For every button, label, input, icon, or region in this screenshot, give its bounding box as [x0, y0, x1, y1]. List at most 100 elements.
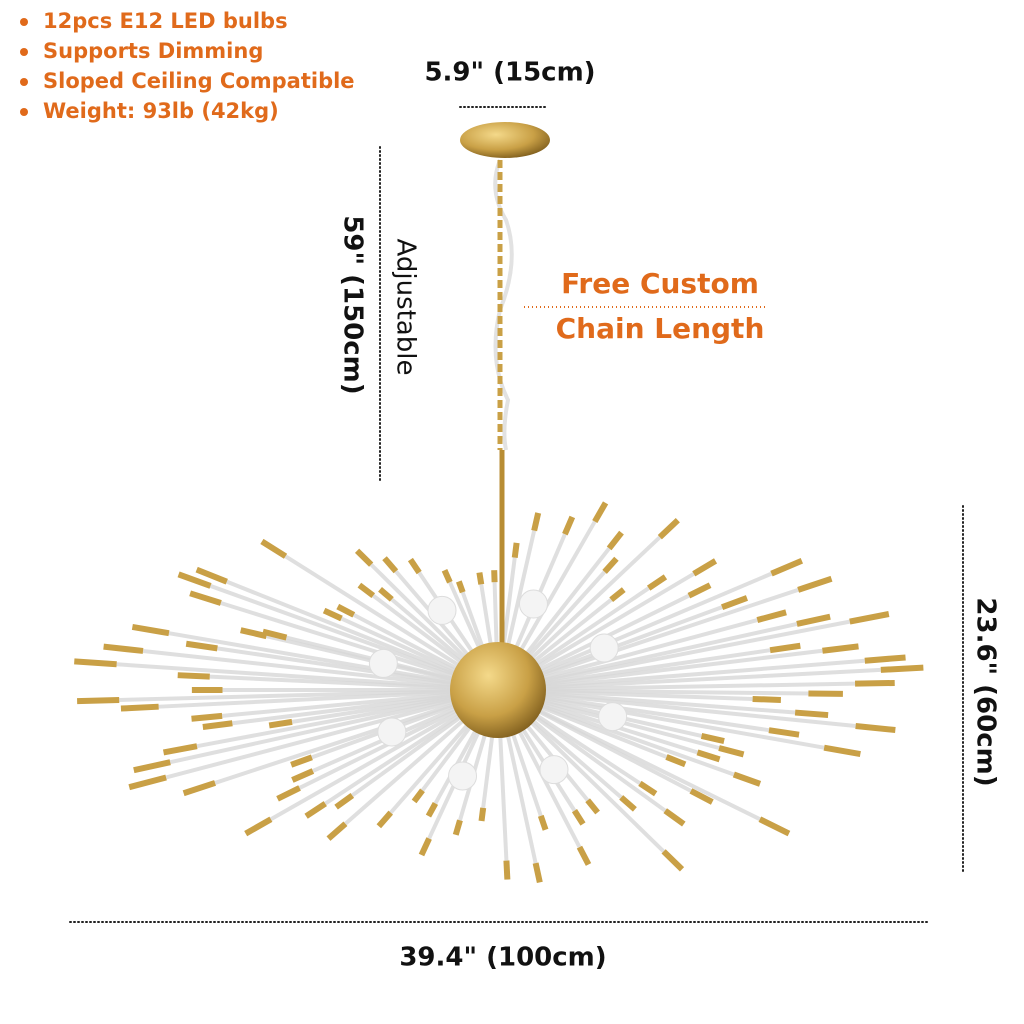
rod [497, 681, 856, 692]
rod [497, 619, 851, 692]
rod [497, 688, 825, 750]
rod [849, 611, 890, 625]
rod [592, 501, 609, 524]
rod [880, 664, 924, 673]
rod [427, 595, 457, 625]
rod [770, 557, 804, 577]
rod [185, 640, 218, 652]
rod [357, 582, 376, 599]
rod [503, 860, 511, 880]
rod [376, 810, 393, 829]
rod [191, 712, 223, 722]
rod [689, 788, 714, 805]
rod [189, 590, 222, 606]
rod [497, 571, 773, 692]
rod [854, 679, 895, 687]
rod [696, 749, 721, 763]
rod [441, 569, 453, 584]
rod [116, 662, 499, 692]
rod [120, 703, 159, 712]
rod [448, 761, 478, 791]
rod [497, 688, 856, 729]
rod [794, 709, 829, 719]
rod [796, 613, 831, 627]
rod [103, 643, 144, 654]
rod [769, 642, 801, 654]
rod [511, 542, 520, 559]
rod [202, 720, 233, 730]
rod [700, 732, 725, 744]
feature: Sloped Ceiling Compatible [43, 69, 355, 93]
bullet [20, 18, 28, 26]
rod [418, 837, 432, 857]
rod [797, 575, 833, 593]
rod [334, 792, 355, 810]
rod [539, 755, 569, 785]
rod [478, 807, 487, 822]
callout: Free Custom [561, 267, 759, 300]
rod [177, 571, 212, 589]
rod [518, 589, 548, 619]
canopy [460, 122, 550, 158]
rod [768, 727, 800, 738]
rod [756, 609, 787, 623]
rod [354, 548, 374, 567]
rod [162, 743, 198, 756]
rod [619, 795, 637, 812]
rod [336, 603, 356, 618]
feature: Weight: 93lb (42kg) [43, 99, 279, 123]
rod [562, 515, 576, 536]
rod [168, 631, 499, 692]
rod [131, 623, 170, 637]
rod [646, 574, 668, 591]
rod [609, 587, 626, 603]
rod [864, 654, 906, 664]
chain-note: Adjustable [391, 239, 421, 376]
rod [687, 582, 712, 599]
rod [128, 774, 167, 791]
rod [606, 530, 624, 551]
width: 39.4" (100cm) [399, 943, 606, 973]
chain-length: 59" (150cm) [338, 215, 368, 394]
rod [214, 688, 499, 785]
rod [758, 816, 791, 837]
feature-list: 12pcs E12 LED bulbs Supports Dimming Slo… [20, 9, 355, 123]
rod [721, 595, 749, 610]
callout: Chain Length [556, 312, 765, 345]
rod [182, 780, 216, 797]
rod [368, 648, 398, 678]
rod [77, 696, 120, 705]
rod [752, 695, 782, 703]
rod [165, 688, 499, 780]
rod [240, 627, 268, 640]
rod [855, 723, 896, 734]
rod [692, 558, 718, 577]
rod [378, 587, 394, 602]
rod [377, 717, 407, 747]
rod [407, 557, 422, 575]
feature: 12pcs E12 LED bulbs [43, 9, 288, 33]
rod [74, 658, 117, 668]
rod [665, 754, 687, 768]
rod [598, 702, 628, 732]
rod [661, 849, 685, 872]
rod [244, 816, 273, 837]
rod [531, 512, 542, 532]
sphere [450, 642, 546, 738]
rod [589, 633, 619, 663]
rod [326, 821, 348, 841]
chandelier [74, 501, 924, 884]
rod [585, 798, 600, 815]
rod [226, 579, 499, 692]
bullet [20, 78, 28, 86]
rod [638, 780, 658, 797]
feature: Supports Dimming [43, 39, 263, 63]
rod [497, 587, 799, 692]
rod [657, 518, 680, 540]
rod [220, 601, 499, 692]
rod [576, 845, 592, 866]
rod [177, 672, 210, 680]
rod [602, 556, 619, 574]
rod [823, 744, 861, 758]
